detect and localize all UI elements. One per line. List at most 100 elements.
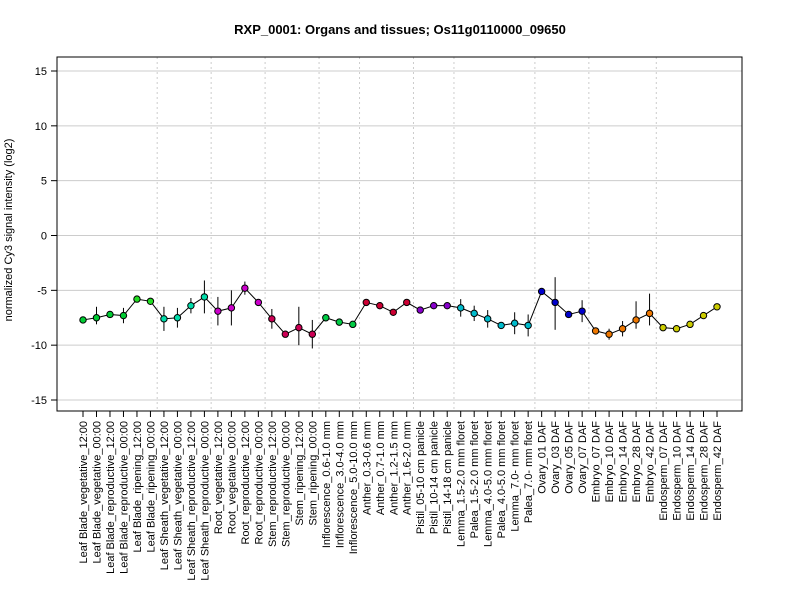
x-tick-label: Root_reproductive_00:00	[253, 421, 265, 545]
x-tick-label: Leaf Sheath_reproductive_12:00	[186, 421, 198, 581]
x-tick-label: Endosperm_07 DAF	[658, 421, 670, 521]
data-point	[551, 298, 559, 307]
y-tick-label: -10	[31, 340, 47, 352]
x-tick-label: Root_reproductive_12:00	[240, 421, 252, 545]
x-tick-label: Ovary_01 DAF	[537, 421, 549, 494]
y-tick-label: 0	[41, 231, 47, 243]
x-tick-label: Stem_reproductive_00:00	[280, 421, 292, 547]
data-point	[618, 325, 627, 333]
data-point	[686, 320, 694, 329]
x-tick-label: Pistil_14-18 cm panicle	[442, 421, 454, 534]
x-tick-label: Leaf Blade_reproductive_00:00	[118, 421, 130, 574]
data-point	[483, 315, 492, 323]
data-point	[200, 293, 209, 301]
data-point	[119, 311, 128, 320]
x-tick-label: Endosperm_42 DAF	[712, 421, 724, 521]
x-tick-label: Leaf Blade_vegetative_12:00	[78, 421, 90, 564]
data-point	[281, 330, 290, 338]
data-point	[133, 295, 141, 303]
data-point	[457, 304, 465, 312]
y-tick-label: 10	[35, 121, 47, 133]
x-tick-label: Embryo_42 DAF	[645, 421, 657, 503]
x-tick-label: Palea_4.0-5.0 mm floret	[496, 421, 508, 538]
y-tick-label: 15	[35, 66, 47, 78]
y-axis-label: normalized Cy3 signal intensity (log2)	[3, 139, 15, 322]
x-tick-label: Leaf Sheath_vegetative_00:00	[172, 421, 184, 570]
data-point	[389, 308, 397, 316]
data-point	[659, 323, 667, 332]
data-point	[160, 315, 168, 323]
x-tick-label: Embryo_10 DAF	[604, 421, 616, 503]
data-point	[254, 298, 263, 307]
x-tick-label: Endosperm_10 DAF	[672, 421, 684, 521]
data-point	[92, 314, 101, 322]
x-tick-label: Leaf Sheath_vegetative_12:00	[159, 421, 171, 570]
x-tick-label: Leaf Sheath_reproductive_00:00	[199, 421, 211, 581]
x-tick-label: Endosperm_14 DAF	[685, 421, 697, 521]
x-tick-label: Anther_1.2-1.5 mm	[388, 421, 400, 515]
x-tick-label: Root_vegetative_00:00	[226, 421, 238, 534]
data-point	[591, 327, 600, 335]
data-point	[537, 287, 546, 296]
x-tick-label: Embryo_07 DAF	[591, 421, 603, 503]
x-tick-label: Palea_1.5-2.0 mm floret	[469, 421, 481, 538]
x-tick-label: Stem_ripening_00:00	[307, 421, 319, 526]
data-point	[362, 298, 370, 307]
data-point	[349, 320, 357, 329]
x-tick-label: Leaf Blade_ripening_12:00	[132, 421, 144, 553]
data-point	[645, 309, 654, 318]
x-tick-label: Embryo_28 DAF	[631, 421, 643, 503]
x-tick-label: Leaf Blade_vegetative_00:00	[91, 421, 103, 564]
data-point	[376, 301, 384, 310]
data-point	[510, 319, 519, 327]
x-tick-label: Root_vegetative_12:00	[213, 421, 225, 534]
x-tick-label: Leaf Blade_ripening_00:00	[145, 421, 157, 553]
x-tick-label: Stem_ripening_12:00	[294, 421, 306, 526]
y-tick-label: -5	[37, 285, 47, 297]
x-tick-label: Pistil_05-10 cm panicle	[415, 421, 427, 534]
plot-frame	[56, 56, 743, 412]
x-tick-label: Endosperm_28 DAF	[699, 421, 711, 521]
x-tick-label: Leaf Blade_reproductive_12:00	[105, 421, 117, 574]
data-point	[335, 318, 343, 326]
data-point	[79, 316, 87, 324]
data-point	[699, 311, 708, 320]
x-tick-label: Ovary_07 DAF	[577, 421, 589, 494]
chart-title: RXP_0001: Organs and tissues; Os11g01100…	[234, 22, 566, 37]
x-tick-label: Stem_reproductive_12:00	[267, 421, 279, 547]
data-point	[173, 314, 182, 322]
x-tick-label: Lemma_4.0-5.0 mm floret	[483, 421, 495, 547]
data-point	[106, 310, 114, 319]
data-point	[241, 284, 249, 292]
data-point	[187, 301, 195, 310]
x-tick-label: Pistil_10-14 cm panicle	[429, 421, 441, 534]
data-point	[605, 330, 613, 338]
data-point	[308, 330, 317, 338]
data-point	[578, 307, 586, 315]
x-tick-label: Inflorescence_3.0-4.0 mm	[334, 421, 346, 548]
data-point	[713, 303, 721, 311]
data-point	[403, 298, 411, 307]
x-tick-label: Lemma_7.0- mm floret	[510, 421, 522, 532]
data-point	[295, 323, 303, 332]
y-tick-label: 5	[41, 176, 47, 188]
x-tick-label: Inflorescence_5.0-10.0 mm	[348, 421, 360, 554]
data-point	[672, 325, 681, 333]
data-point	[146, 297, 155, 305]
data-point	[268, 315, 276, 323]
x-tick-label: Anther_1.6-2.0 mm	[402, 421, 414, 515]
data-point	[322, 314, 330, 322]
data-point	[214, 307, 222, 315]
data-point	[632, 316, 640, 324]
data-point	[416, 306, 424, 314]
data-point	[564, 310, 573, 319]
x-tick-label: Ovary_05 DAF	[564, 421, 576, 494]
plot-area: -15 -10 -5 0 5 10 15 Leaf Blade_vegetative_12:0…	[31, 56, 743, 581]
x-tick-label: Anther_0.7-1.0 mm	[375, 421, 387, 515]
x-tick-label: Palea_7.0- mm floret	[523, 421, 535, 523]
data-point	[524, 321, 532, 330]
data-point	[443, 301, 451, 310]
data-point	[497, 321, 505, 330]
x-tick-label: Ovary_03 DAF	[550, 421, 562, 494]
